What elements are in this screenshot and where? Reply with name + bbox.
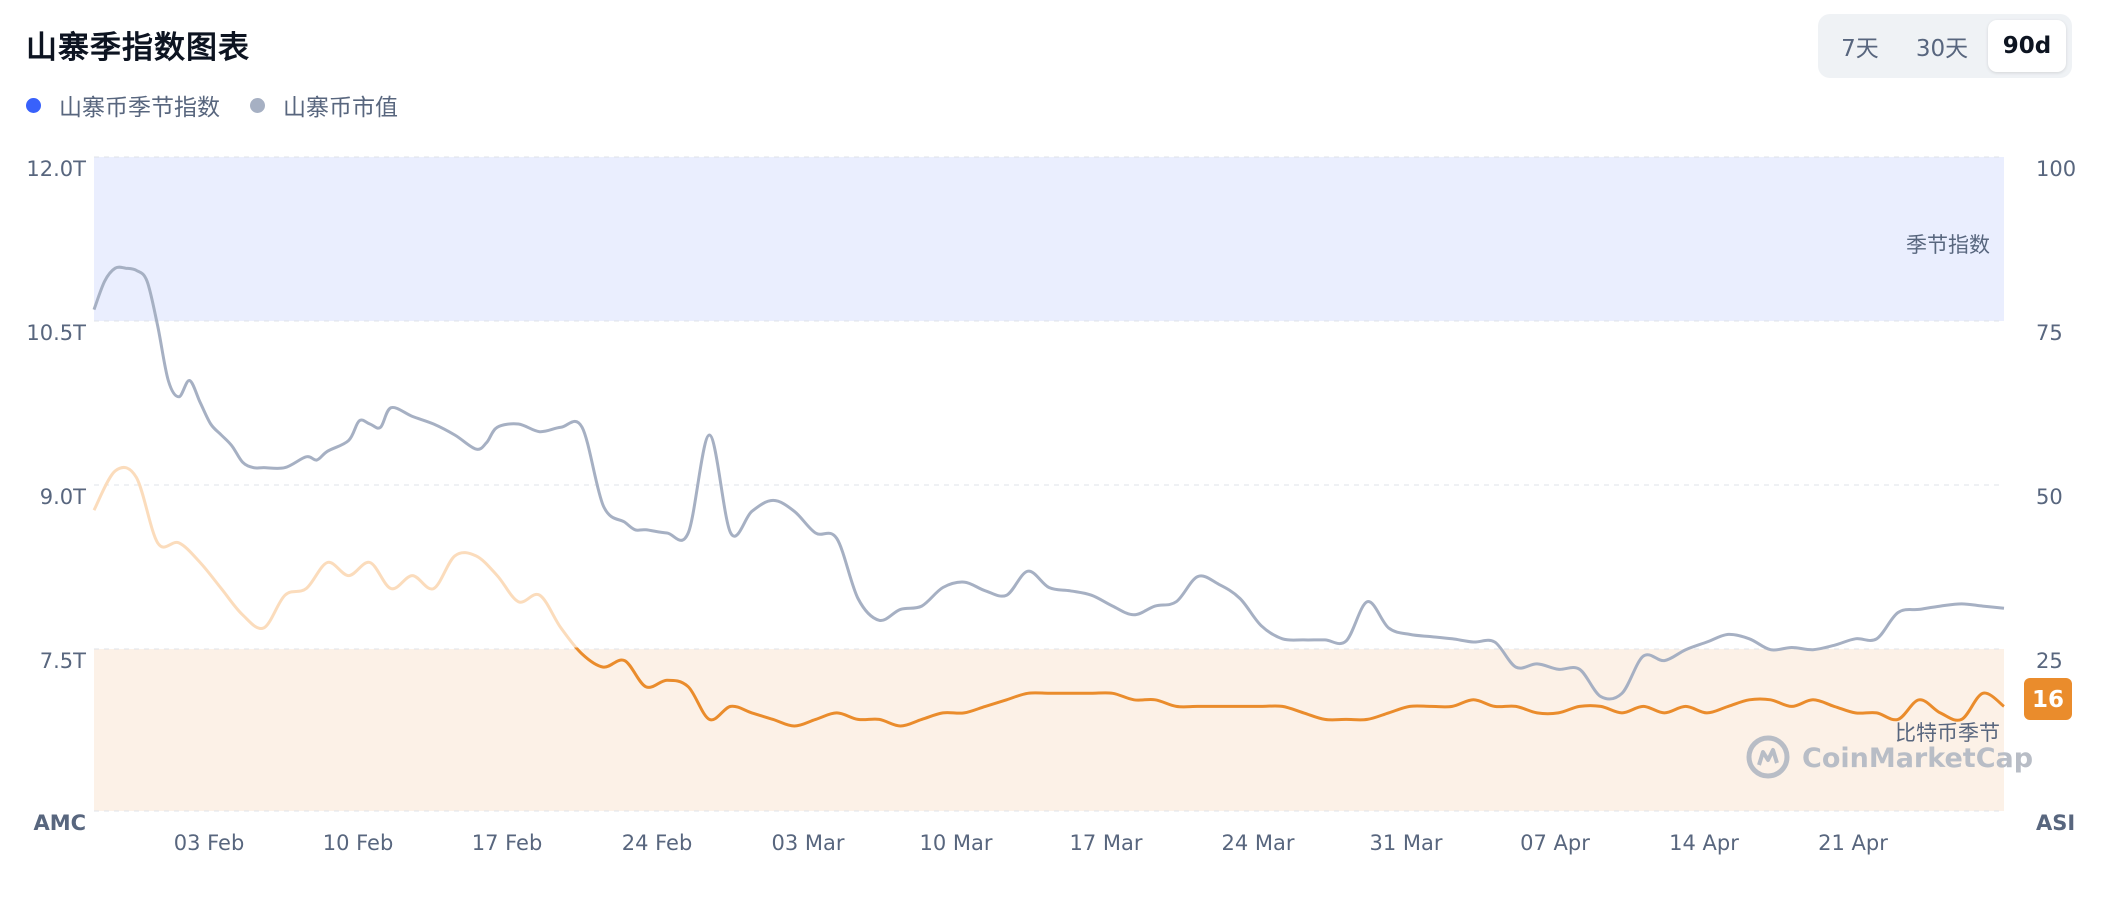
coinmarketcap-logo-mark [1757,748,1779,766]
x-tick-07-apr: 07 Apr [1520,831,1590,855]
x-tick-24-mar: 24 Mar [1221,831,1294,855]
x-tick-03-mar: 03 Mar [771,831,844,855]
x-tick-10-feb: 10 Feb [323,831,394,855]
right-axis-title: ASI [2036,811,2075,835]
left-tick-9.0T: 9.0T [40,485,86,509]
right-tick-50: 50 [2036,485,2063,509]
watermark-text: CoinMarketCap [1802,743,2033,774]
left-axis-title: AMC [33,811,86,835]
current-index-badge: 16 [2024,678,2072,720]
time-range-selector: 7天 30天 90d [1818,14,2072,78]
bitcoin-season-zone [94,649,2004,811]
legend-dot-altcoin-season-index [26,97,41,113]
current-index-value: 16 [2032,687,2064,713]
legend-dot-altcoin-market-cap [250,97,265,113]
legend-label-altcoin-market-cap: 山寨币市值 [283,95,398,121]
right-tick-25: 25 [2036,649,2063,673]
x-tick-21-apr: 21 Apr [1818,831,1888,855]
legend-item-altcoin-market-cap[interactable]: 山寨币市值 [250,88,398,122]
range-30d-button[interactable]: 30天 [1915,36,1969,62]
x-tick-10-mar: 10 Mar [919,831,992,855]
right-tick-75: 75 [2036,321,2063,345]
x-tick-17-feb: 17 Feb [472,831,543,855]
legend-item-altcoin-season-index[interactable]: 山寨币季节指数 [26,88,220,122]
x-tick-14-apr: 14 Apr [1669,831,1739,855]
chart-title: 山寨季指数图表 [26,30,250,66]
x-tick-03-feb: 03 Feb [174,831,245,855]
legend-label-altcoin-season-index: 山寨币季节指数 [59,95,220,121]
altcoin-market-cap-line [92,265,2005,701]
range-7d-button[interactable]: 7天 [1841,36,1879,62]
watermark: CoinMarketCap [1746,735,2033,779]
altcoin-season-index-line [92,465,2005,728]
left-tick-10.5T: 10.5T [26,321,86,345]
x-tick-24-feb: 24 Feb [622,831,693,855]
left-tick-12.0T: 12.0T [26,157,86,181]
x-tick-17-mar: 17 Mar [1069,831,1142,855]
altcoin-season-zone [94,157,2004,321]
altcoin-season-zone-label: 季节指数 [1906,233,1990,257]
chart-legend: 山寨币季节指数 山寨币市值 [26,88,428,122]
coinmarketcap-logo-icon [1746,735,1790,779]
range-90d-button[interactable]: 90d [1988,20,2066,72]
x-tick-31-mar: 31 Mar [1369,831,1442,855]
left-tick-7.5T: 7.5T [40,649,86,673]
bitcoin-season-zone-label: 比特币季节 [1895,721,2000,745]
current-index-badge-bg [2024,678,2072,720]
right-tick-100: 100 [2036,157,2076,181]
